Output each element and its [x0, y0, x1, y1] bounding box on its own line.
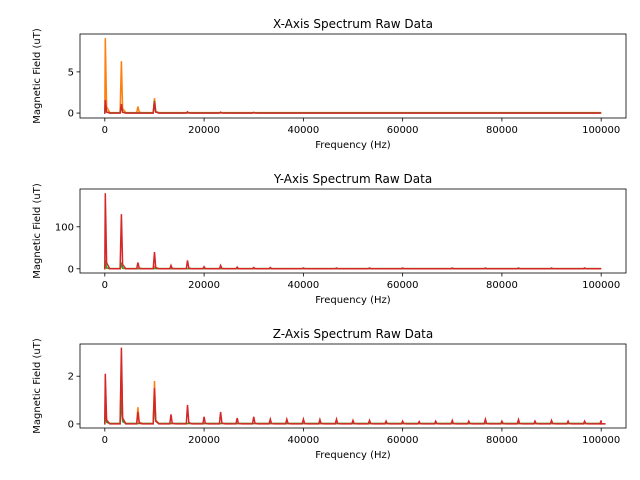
x-tick-label: 60000: [387, 280, 419, 291]
x-tick-label: 0: [102, 435, 108, 446]
x-tick-label: 100000: [582, 280, 620, 291]
y-axis-label: Magnetic Field (uT): [32, 28, 43, 124]
x-axis-label: Frequency (Hz): [315, 140, 391, 151]
x-tick-label: 40000: [287, 435, 319, 446]
x-tick-label: 80000: [486, 280, 518, 291]
series-line-red: [104, 347, 606, 425]
series-line-red: [104, 193, 602, 270]
y-axis-label: Magnetic Field (uT): [32, 183, 43, 279]
x-tick-label: 20000: [188, 435, 220, 446]
series-line-orange: [104, 38, 602, 114]
chart-panel-2: 0 20000 40000 60000 80000 100000 0 100 Y-Axis Sp…: [32, 172, 627, 306]
x-tick-label: 60000: [387, 125, 419, 136]
chart-title: Z-Axis Spectrum Raw Data: [273, 327, 433, 341]
series-line-red: [104, 99, 602, 114]
series-line-orange: [104, 364, 602, 425]
x-axis-label: Frequency (Hz): [315, 295, 391, 306]
x-axis-label: Frequency (Hz): [315, 450, 391, 461]
x-tick-label: 60000: [387, 435, 419, 446]
axes-frame: [79, 33, 627, 119]
x-tick-label: 100000: [582, 435, 620, 446]
y-axis-label: Magnetic Field (uT): [32, 338, 43, 434]
x-tick-label: 0: [102, 125, 108, 136]
chart-title: X-Axis Spectrum Raw Data: [273, 17, 433, 31]
x-tick-label: 40000: [287, 125, 319, 136]
chart-panel-1: 0 20000 40000 60000 80000 100000 0 5 X-Axis Spec…: [32, 17, 627, 151]
x-tick-label: 40000: [287, 280, 319, 291]
chart-title: Y-Axis Spectrum Raw Data: [273, 172, 432, 186]
x-tick-label: 0: [102, 280, 108, 291]
y-tick-label: 5: [68, 67, 74, 78]
y-tick-label: 100: [55, 222, 74, 233]
x-tick-label: 20000: [188, 280, 220, 291]
y-tick-label: 0: [68, 264, 74, 275]
x-tick-label: 20000: [188, 125, 220, 136]
y-tick-label: 2: [68, 372, 74, 383]
x-tick-label: 80000: [486, 125, 518, 136]
x-tick-label: 100000: [582, 125, 620, 136]
chart-panel-3: 0 20000 40000 60000 80000 100000 0 2 Z-Axis Spec…: [32, 327, 627, 461]
x-tick-label: 80000: [486, 435, 518, 446]
y-tick-label: 0: [68, 109, 74, 120]
series-line-green: [104, 100, 602, 114]
series-line-green: [104, 260, 602, 270]
axes-frame: [79, 188, 627, 274]
axes-frame: [79, 343, 627, 429]
y-tick-label: 0: [68, 419, 74, 430]
